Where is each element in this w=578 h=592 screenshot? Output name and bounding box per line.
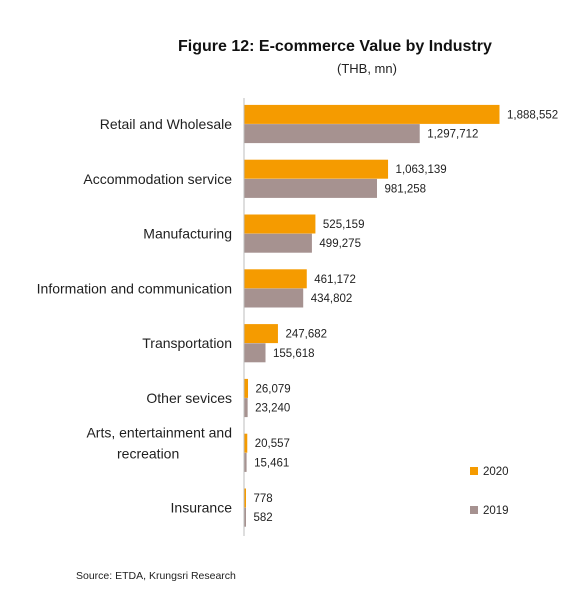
bar-2019-3 — [244, 233, 312, 253]
category-label-2: Accommodation service — [83, 171, 232, 187]
category-label-7-line-1: Arts, entertainment and — [86, 424, 232, 440]
bar-2020-4 — [244, 269, 307, 289]
bar-2020-3 — [244, 214, 316, 234]
legend-label-2019: 2019 — [483, 505, 509, 517]
bar-2019-4 — [244, 288, 304, 308]
data-label-2020-3: 525,159 — [323, 219, 365, 231]
source-note: Source: ETDA, Krungsri Research — [76, 570, 236, 582]
data-label-2020-8: 778 — [254, 493, 273, 505]
bar-2020-2 — [244, 159, 389, 179]
category-label-1: Retail and Wholesale — [100, 116, 233, 132]
bar-2019-2 — [244, 178, 377, 198]
bar-2020-7 — [244, 433, 248, 453]
category-label-6: Other sevices — [146, 390, 232, 406]
chart-subtitle: (THB, mn) — [337, 61, 397, 76]
category-label-7-line-2: recreation — [117, 445, 179, 461]
category-label-8: Insurance — [171, 500, 233, 516]
data-label-2020-1: 1,888,552 — [507, 109, 558, 121]
data-label-2020-5: 247,682 — [285, 329, 327, 341]
bar-2020-1 — [244, 104, 500, 124]
bar-2019-1 — [244, 124, 420, 144]
bar-2019-5 — [244, 343, 266, 363]
bar-2019-7 — [244, 452, 247, 472]
data-label-2019-5: 155,618 — [273, 348, 315, 360]
category-label-3: Manufacturing — [143, 226, 232, 242]
data-label-2019-3: 499,275 — [319, 238, 361, 250]
data-label-2019-4: 434,802 — [311, 293, 353, 305]
bar-2020-8 — [244, 488, 246, 508]
data-label-2019-6: 23,240 — [255, 403, 290, 415]
chart-title: Figure 12: E-commerce Value by Industry — [178, 38, 492, 55]
bar-2019-8 — [244, 507, 246, 527]
data-label-2019-7: 15,461 — [254, 457, 289, 469]
legend-swatch-2019 — [470, 506, 478, 514]
data-label-2019-8: 582 — [254, 512, 273, 524]
legend-swatch-2020 — [470, 467, 478, 475]
data-label-2019-2: 981,258 — [384, 183, 426, 195]
category-label-5: Transportation — [142, 335, 232, 351]
data-label-2020-4: 461,172 — [314, 274, 356, 286]
bar-2020-5 — [244, 324, 278, 344]
bar-2020-6 — [244, 378, 249, 398]
bar-2019-6 — [244, 398, 248, 418]
legend-label-2020: 2020 — [483, 466, 509, 478]
data-label-2020-7: 20,557 — [255, 438, 290, 450]
data-label-2020-6: 26,079 — [256, 383, 291, 395]
data-label-2019-1: 1,297,712 — [427, 129, 478, 141]
category-label-4: Information and communication — [37, 280, 232, 296]
data-label-2020-2: 1,063,139 — [396, 164, 447, 176]
